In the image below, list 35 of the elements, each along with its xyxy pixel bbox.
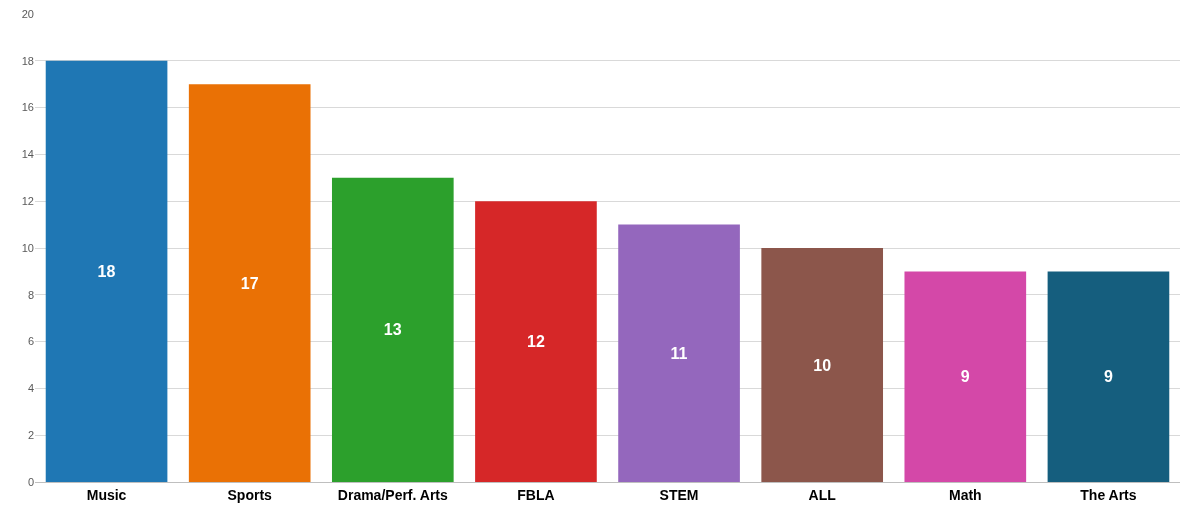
data-label: 11 xyxy=(670,344,688,362)
x-tick-label: Drama/Perf. Arts xyxy=(337,486,448,503)
y-tick-label: 10 xyxy=(21,241,34,254)
data-label: 17 xyxy=(240,274,259,292)
data-label: 9 xyxy=(1103,368,1113,386)
bar xyxy=(1047,271,1170,482)
y-tick-label: 18 xyxy=(21,54,34,67)
y-tick-label: 20 xyxy=(21,7,34,20)
y-tick-label: 12 xyxy=(21,195,34,208)
x-tick-label: STEM xyxy=(659,486,699,503)
bar xyxy=(475,201,597,482)
bar xyxy=(761,248,884,482)
bar xyxy=(188,84,311,482)
x-tick-label: FBLA xyxy=(517,486,555,503)
y-tick-label: 0 xyxy=(27,475,34,488)
data-label: 12 xyxy=(526,333,545,351)
data-label: 13 xyxy=(383,321,402,339)
y-tick-label: 14 xyxy=(21,148,34,161)
x-tick-label: ALL xyxy=(808,486,837,503)
x-tick-label: The Arts xyxy=(1080,486,1137,503)
y-tick-label: 6 xyxy=(27,335,34,348)
x-tick-label: Math xyxy=(948,486,982,503)
bar xyxy=(331,177,454,482)
y-tick-label: 16 xyxy=(21,101,34,114)
y-tick-label: 2 xyxy=(27,429,34,442)
bar xyxy=(904,271,1027,482)
data-label: 10 xyxy=(813,356,832,374)
data-label: 9 xyxy=(960,368,970,386)
x-tick-label: Sports xyxy=(227,486,273,503)
y-tick-label: 8 xyxy=(27,288,34,301)
bar xyxy=(45,60,168,482)
data-label: 18 xyxy=(97,262,116,280)
x-tick-label: Music xyxy=(86,486,127,503)
bar xyxy=(618,224,740,482)
y-tick-label: 4 xyxy=(27,382,34,395)
